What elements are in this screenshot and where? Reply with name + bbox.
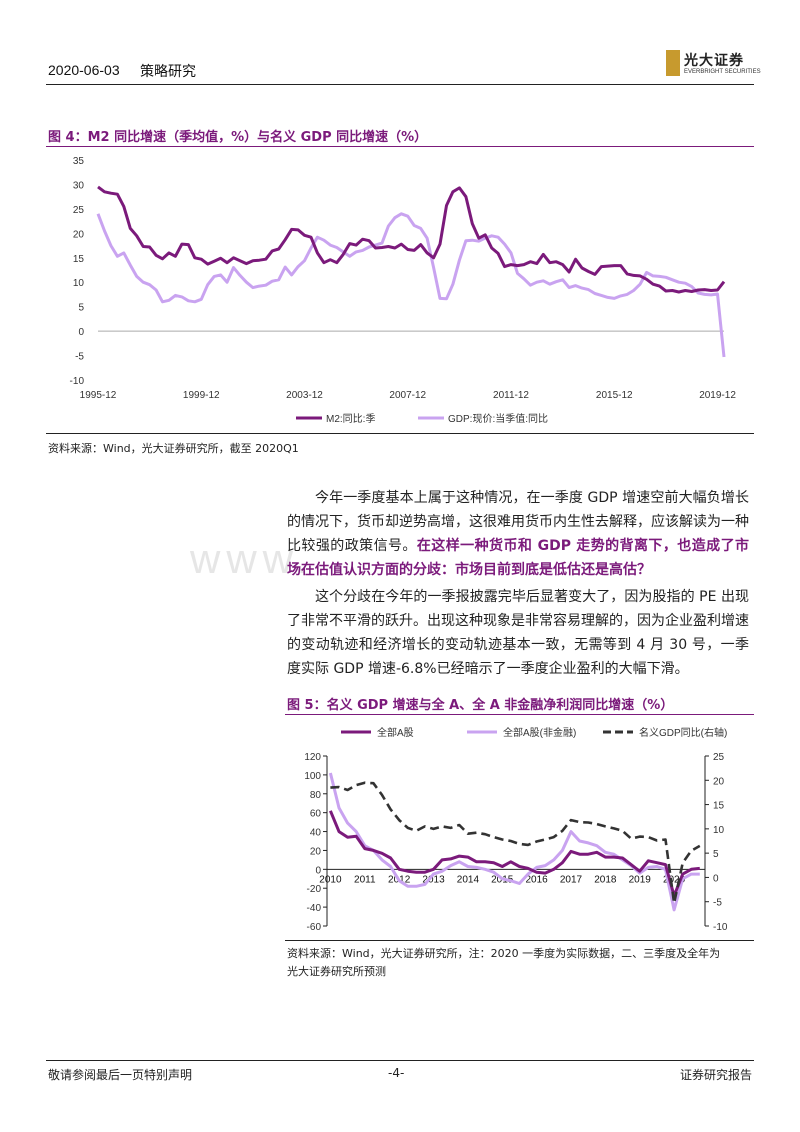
figure5-title: 图 5：名义 GDP 增速与全 A、全 A 非金融净利润同比增速（%） [287,698,674,713]
chart1-ytick-label: -10 [70,376,85,387]
paragraph-1-plain: 今年一季度基本上属于这种情况，在一季度 GDP 增速空前大幅负增长的情况下，货币… [287,490,749,554]
chart2-y2tick-label: 25 [713,752,725,763]
logo-mark-icon [666,50,680,76]
chart1-legend: M2:同比:季 GDP:现价:当季值:同比 [296,412,548,425]
chart2-ytick-label: -60 [307,922,322,933]
chart2-xtick-label: 2010 [319,874,342,885]
chart2-ytick-label: 100 [304,771,321,782]
figure4-bottom-rule [46,433,754,434]
chart2-ytick-label: -20 [307,884,322,895]
figure5-source-line2: 光大证券研究所预测 [287,965,386,978]
chart2-ytick-label: 60 [310,809,322,820]
header-rule [46,84,754,85]
chart1-ytick-label: 10 [73,278,85,289]
chart2-xtick-label: 2011 [354,874,376,885]
figure4-title-rule [46,146,754,147]
chart2-ytick-label: 40 [310,828,322,839]
watermark-text: www. [190,535,315,582]
figure5-source: 资料来源：Wind，光大证券研究所，注：2020 一季度为实际数据，二、三季度及… [287,945,757,981]
chart1-xtick-label: 2019-12 [699,390,736,401]
chart1-xtick-label: 2003-12 [286,390,323,401]
chart2-ytick-label: -40 [307,903,322,914]
logo-english: EVERBRIGHT SECURITIES [684,69,761,75]
chart2-lines [328,772,701,912]
chart2-xtick-label: 2017 [560,874,583,885]
chart1-ytick-label: 15 [73,254,85,265]
chart1-ytick-label: 35 [73,156,85,167]
chart1-series-line [97,185,726,294]
chart2-ytick-label: 20 [310,846,322,857]
chart2-series-line [330,781,701,905]
figure5-bottom-rule [285,940,754,941]
chart2-y2tick-label: 0 [713,873,719,884]
chart1-xtick-label: 1995-12 [80,390,117,401]
chart1-ytick-label: 20 [73,229,85,240]
footer-report-type: 证券研究报告 [680,1068,753,1082]
page-number: -4- [388,1066,405,1080]
chart2-xtick-label: 2018 [594,874,617,885]
chart2-ytick-label: 80 [310,790,322,801]
chart2-y2tick-label: -5 [713,898,722,909]
chart2-ytick-label: 0 [315,865,321,876]
chart2-ytick-label: 120 [304,752,321,763]
body-text: 今年一季度基本上属于这种情况，在一季度 GDP 增速空前大幅负增长的情况下，货币… [287,486,749,684]
chart2-xtick-label: 2019 [629,874,652,885]
figure4-title: 图 4：M2 同比增速（季均值，%）与名义 GDP 同比增速（%） [48,130,428,145]
chart2-xtick-label: 2020 [663,874,686,885]
chart1-ytick-label: -5 [75,352,84,363]
chart1-legend-label: M2:同比:季 [326,413,375,425]
chart1-ytick-label: 5 [78,303,84,314]
footer-disclaimer-link[interactable]: 敬请参阅最后一页特别声明 [48,1068,193,1082]
chart1-xtick-label: 1999-12 [183,390,220,401]
chart1-xtick-label: 2007-12 [389,390,426,401]
chart1-ytick-label: 0 [78,327,84,338]
chart2-series-line [329,810,700,898]
chart2-legend: 全部A股 全部A股(非金融) 名义GDP同比(右轴) [341,726,727,739]
chart2-axes: -60 -40 -20 0 20 40 60 80 100 120 -10 -5 0 5 10 15 20 25 2… [304,752,728,933]
chart1-series-line [96,212,726,358]
paragraph-1: 今年一季度基本上属于这种情况，在一季度 GDP 增速空前大幅负增长的情况下，货币… [287,486,749,582]
header-date: 2020-06-03 [48,62,120,78]
logo-name: 光大证券 [684,53,744,69]
footer-rule [46,1060,754,1061]
figure5-chart: 全部A股 全部A股(非金融) 名义GDP同比(右轴) -60 -40 -20 0 20 40 6… [304,726,728,933]
figure5-source-line1: 资料来源：Wind，光大证券研究所，注：2020 一季度为实际数据，二、三季度及… [287,947,721,960]
chart2-legend-label: 名义GDP同比(右轴) [639,726,727,739]
figure5-title-rule [285,714,754,715]
header-section: 策略研究 [140,64,196,80]
chart2-legend-label: 全部A股 [377,726,414,739]
chart2-y2tick-label: 5 [713,849,719,860]
chart2-xtick-label: 2014 [457,874,480,885]
chart2-xtick-label: 2016 [525,874,548,885]
chart2-legend-label: 全部A股(非金融) [503,726,576,739]
chart2-y2tick-label: 15 [713,801,725,812]
chart1-xtick-label: 2015-12 [596,390,633,401]
chart2-y2tick-label: 20 [713,776,725,787]
chart1-ytick-label: 25 [73,205,85,216]
paragraph-1-highlight: 在这样一种货币和 GDP 走势的背离下，也造成了市场在估值认识方面的分歧：市场目… [287,538,750,578]
figure4-chart: -10 -5 0 5 10 15 20 25 30 35 1995-12 1999-12 2003-12… [70,156,737,425]
company-logo: 光大证券 EVERBRIGHT SECURITIES [666,50,761,80]
chart2-y2tick-label: 10 [713,825,725,836]
paragraph-2: 这个分歧在今年的一季报披露完毕后显著变大了，因为股指的 PE 出现了非常不平滑的… [287,589,749,677]
figure4-source: 资料来源：Wind，光大证券研究所，截至 2020Q1 [48,442,299,455]
chart1-xtick-label: 2011-12 [493,390,529,401]
chart1-lines [96,185,726,358]
chart2-xtick-label: 2013 [422,874,445,885]
chart1-legend-label: GDP:现价:当季值:同比 [448,412,548,425]
chart1-axes: -10 -5 0 5 10 15 20 25 30 35 1995-12 1999-12 2003-12… [70,156,737,401]
chart1-ytick-label: 30 [73,180,85,191]
chart2-y2tick-label: -10 [713,922,728,933]
